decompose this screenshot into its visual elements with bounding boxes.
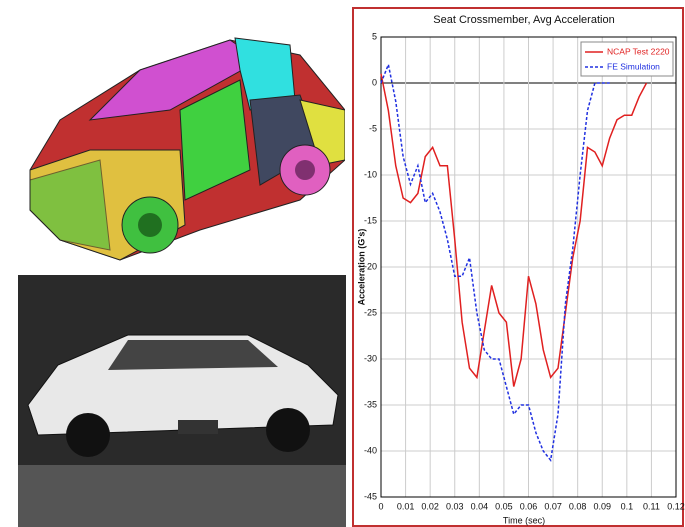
x-tick-label: 0.11 xyxy=(643,501,660,511)
y-tick-label: -40 xyxy=(364,445,377,455)
crash-photo xyxy=(18,275,346,527)
y-tick-label: -30 xyxy=(364,353,377,363)
chart-title: Seat Crossmember, Avg Acceleration xyxy=(433,14,614,26)
x-tick-label: 0.05 xyxy=(495,501,513,511)
car-mesh-image xyxy=(0,0,345,270)
y-tick-label: -20 xyxy=(364,261,377,271)
x-tick-label: 0.07 xyxy=(544,501,562,511)
x-tick-label: 0 xyxy=(378,501,383,511)
x-axis-label: Time (sec) xyxy=(503,515,545,525)
x-tick-label: 0.1 xyxy=(621,501,634,511)
x-tick-label: 0.01 xyxy=(397,501,415,511)
y-tick-label: -35 xyxy=(364,399,377,409)
x-tick-label: 0.02 xyxy=(421,501,439,511)
legend-label: NCAP Test 2220 xyxy=(607,46,670,56)
y-tick-label: -15 xyxy=(364,215,377,225)
legend-label: FE Simulation xyxy=(607,61,660,71)
x-tick-label: 0.03 xyxy=(446,501,464,511)
y-tick-label: 5 xyxy=(372,31,377,41)
y-tick-label: -45 xyxy=(364,491,377,501)
y-tick-label: -10 xyxy=(364,169,377,179)
x-tick-label: 0.06 xyxy=(520,501,538,511)
y-tick-label: -5 xyxy=(369,123,377,133)
y-tick-label: -25 xyxy=(364,307,377,317)
page: Seat Crossmember, Avg Acceleration Time … xyxy=(0,0,685,527)
x-tick-label: 0.12 xyxy=(667,501,685,511)
x-tick-label: 0.09 xyxy=(593,501,611,511)
y-tick-label: 0 xyxy=(372,77,377,87)
x-tick-label: 0.04 xyxy=(471,501,489,511)
chart: Seat Crossmember, Avg Acceleration Time … xyxy=(352,0,685,527)
x-tick-label: 0.08 xyxy=(569,501,587,511)
